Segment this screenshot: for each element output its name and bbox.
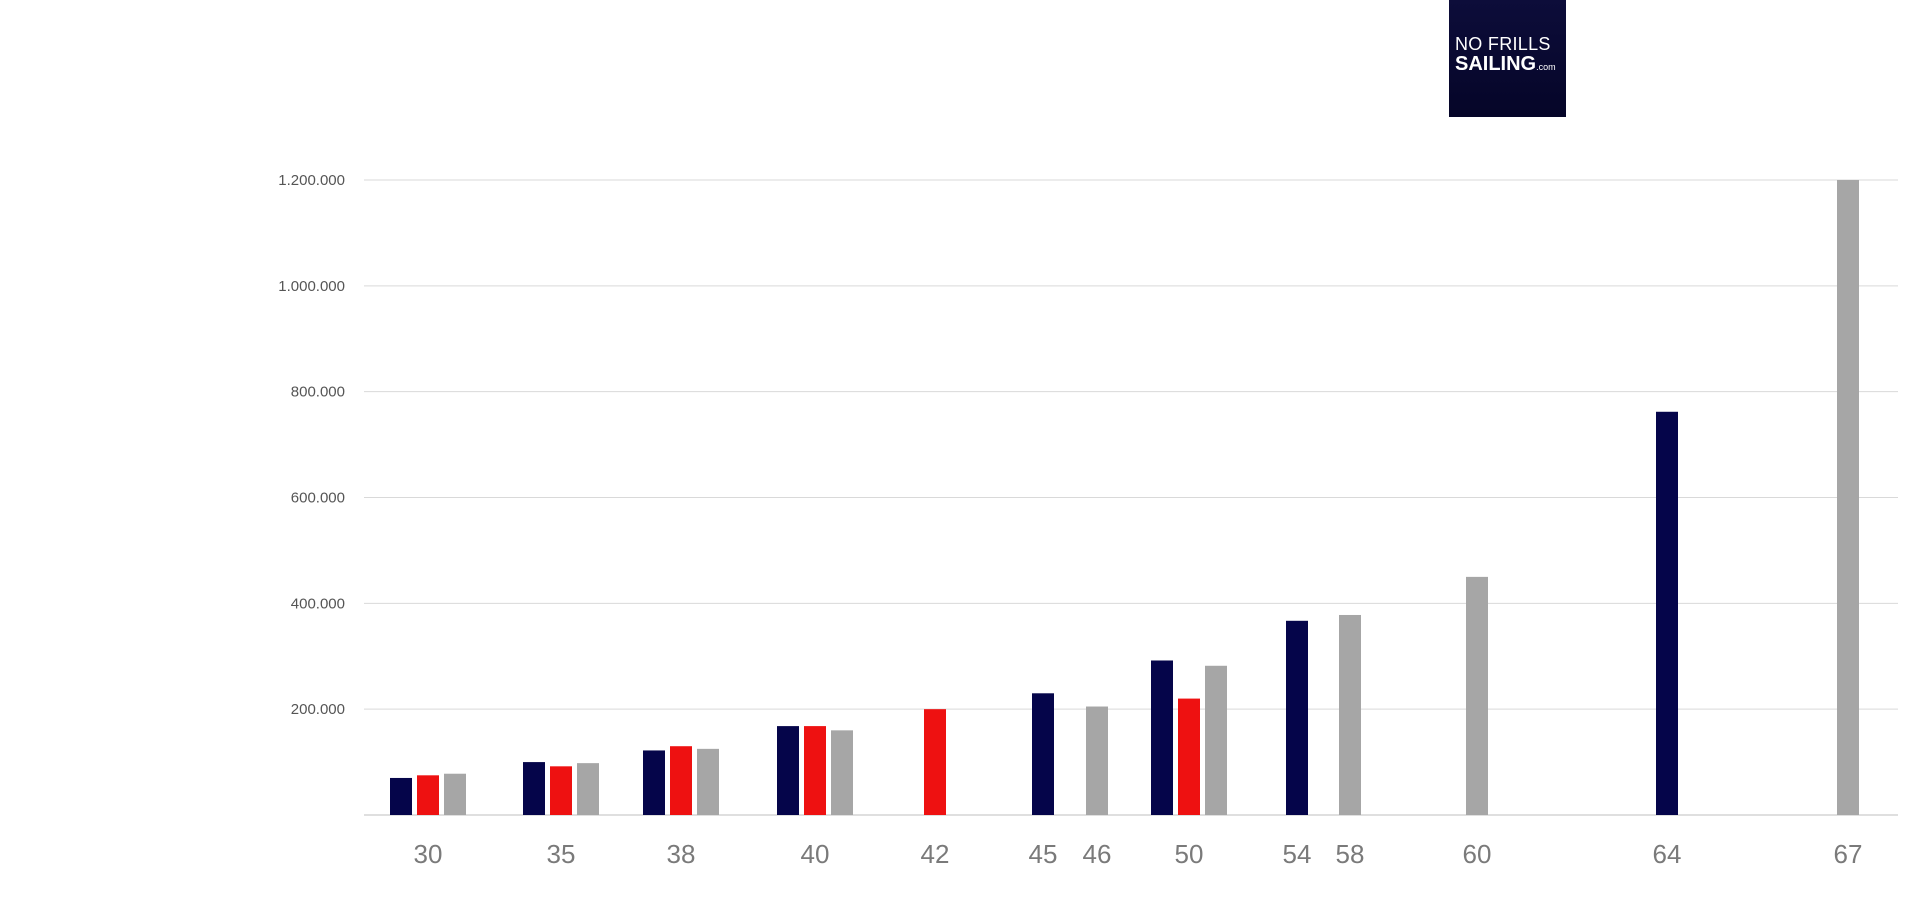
- bar-38-series-3: [697, 748, 719, 815]
- x-tick-label: 58: [1336, 839, 1365, 869]
- x-tick-label: 38: [667, 839, 696, 869]
- x-tick-label: 40: [801, 839, 830, 869]
- bar-40-series-2: [804, 726, 826, 815]
- logo-suffix: .com: [1536, 62, 1556, 72]
- x-tick-label: 67: [1834, 839, 1863, 869]
- bar-40-series-1: [777, 726, 799, 815]
- bar-45-series-1: [1032, 693, 1054, 815]
- x-tick-label: 35: [547, 839, 576, 869]
- bar-38-series-2: [670, 746, 692, 815]
- bar-30-series-1: [390, 777, 412, 815]
- bar-40-series-3: [831, 730, 853, 815]
- bar-54-series-1: [1286, 620, 1308, 815]
- bar-64-series-1: [1656, 411, 1678, 815]
- bar-50-series-1: [1151, 660, 1173, 815]
- y-tick-label: 1.200.000: [278, 172, 345, 189]
- logo-line1: NO FRILLS: [1455, 34, 1551, 54]
- y-tick-label: 1.000.000: [278, 278, 345, 295]
- y-tick-label: 400.000: [291, 595, 345, 612]
- logo-line2: SAILING.com: [1455, 53, 1556, 76]
- y-tick-label: 800.000: [291, 384, 345, 401]
- x-tick-label: 45: [1029, 839, 1058, 869]
- x-tick-label: 30: [414, 839, 443, 869]
- bar-35-series-1: [523, 762, 545, 815]
- bar-67-series-3: [1837, 180, 1859, 815]
- brand-logo: NO FRILLS SAILING.com: [1449, 0, 1566, 117]
- bar-50-series-2: [1178, 698, 1200, 815]
- bar-46-series-3: [1086, 706, 1108, 815]
- x-tick-label: 60: [1463, 839, 1492, 869]
- bar-42-series-2: [924, 709, 946, 815]
- x-tick-label: 64: [1653, 839, 1682, 869]
- bar-35-series-3: [577, 763, 599, 815]
- bar-60-series-3: [1466, 576, 1488, 815]
- bar-58-series-3: [1339, 614, 1361, 815]
- bar-30-series-2: [417, 775, 439, 815]
- x-tick-label: 42: [921, 839, 950, 869]
- x-tick-label: 54: [1283, 839, 1312, 869]
- bar-30-series-3: [444, 773, 466, 815]
- y-tick-label: 600.000: [291, 490, 345, 507]
- logo-line2-text: SAILING: [1455, 53, 1537, 75]
- y-tick-label: 200.000: [291, 701, 345, 718]
- bar-35-series-2: [550, 766, 572, 815]
- bar-38-series-1: [643, 750, 665, 815]
- x-tick-label: 46: [1083, 839, 1112, 869]
- bar-50-series-3: [1205, 665, 1227, 815]
- x-tick-label: 50: [1175, 839, 1204, 869]
